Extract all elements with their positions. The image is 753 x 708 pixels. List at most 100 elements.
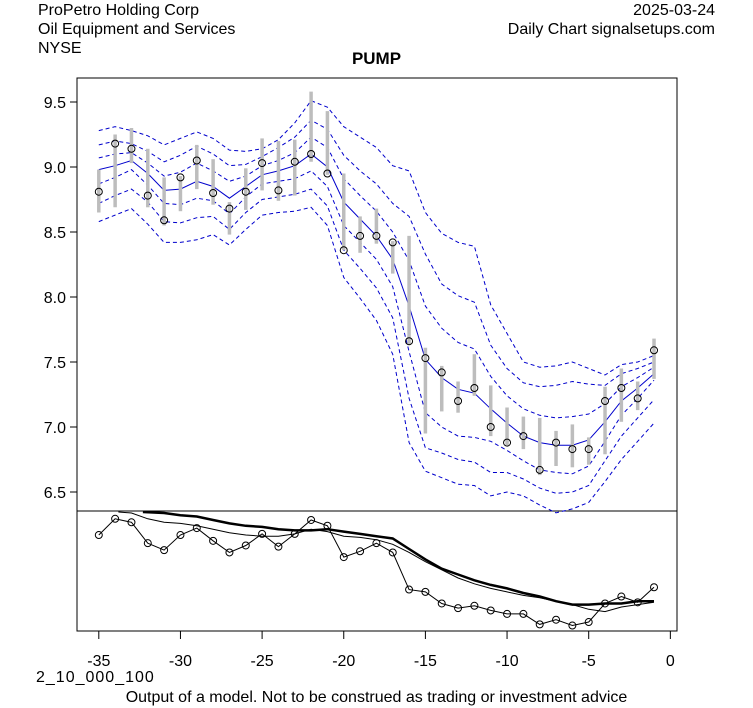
close-point	[356, 231, 365, 240]
exchange-name: NYSE	[38, 40, 82, 57]
close-point	[535, 465, 544, 474]
x-tick-label: -5	[582, 653, 596, 670]
close-point	[568, 445, 577, 454]
y-tick-label: 8.0	[44, 290, 66, 307]
close-point	[405, 337, 414, 346]
lower-close-point	[552, 615, 561, 624]
lower-close-point	[160, 546, 169, 555]
model-code: 2_10_000_100	[36, 669, 155, 686]
sector-name: Oil Equipment and Services	[38, 21, 236, 38]
x-tick-label: -10	[495, 653, 518, 670]
close-point	[290, 157, 299, 166]
close-point	[94, 187, 103, 196]
lower-close-point	[437, 599, 446, 608]
x-tick-label: -25	[251, 653, 274, 670]
close-point	[176, 173, 185, 182]
x-tick-label: -30	[169, 653, 192, 670]
close-point	[127, 144, 136, 153]
header-right: 2025-03-24 Daily Chart signalsetups.com	[508, 1, 715, 39]
y-tick-label: 8.5	[44, 225, 66, 242]
chart-source: Daily Chart signalsetups.com	[507, 21, 715, 38]
close-point	[486, 423, 495, 431]
lower-close-point	[405, 585, 414, 594]
close-point	[437, 368, 446, 377]
band-lower-1-line	[98, 169, 655, 475]
lower-close-point	[111, 514, 120, 523]
close-point	[258, 159, 267, 168]
lower-close-point	[143, 539, 152, 548]
x-tick-label: -20	[332, 653, 355, 670]
band-lower-2-line	[98, 188, 655, 494]
close-point	[601, 397, 610, 405]
lower-close-point	[241, 541, 250, 550]
lower-thin-line	[118, 511, 655, 613]
lower-close-point	[568, 621, 577, 630]
close-point	[388, 238, 397, 247]
close-point	[111, 139, 120, 148]
close-point	[274, 186, 283, 195]
company-name: ProPetro Holding Corp	[38, 2, 199, 19]
close-point	[225, 204, 234, 213]
close-point	[650, 346, 659, 355]
close-point	[633, 394, 642, 403]
lower-close-point	[323, 521, 332, 530]
disclaimer: Output of a model. Not to be construed a…	[125, 689, 628, 706]
close-point	[372, 231, 381, 240]
close-point	[454, 397, 463, 405]
header-left: ProPetro Holding Corp Oil Equipment and …	[38, 1, 235, 58]
close-point	[584, 445, 593, 454]
lower-thick-line	[142, 510, 654, 606]
close-point	[192, 156, 201, 165]
lower-panel	[94, 510, 659, 630]
close-point	[160, 216, 169, 225]
lower-close-point	[486, 606, 495, 615]
lower-close-point	[421, 587, 430, 596]
lower-close-point	[225, 548, 234, 557]
lower-close-point	[356, 547, 365, 556]
lower-close-point	[601, 599, 610, 608]
lower-close-point	[274, 542, 283, 551]
x-tick-label: -35	[87, 653, 110, 670]
band-upper-3-line	[98, 100, 655, 376]
x-tick-label: 0	[666, 653, 675, 670]
plot-frame	[76, 77, 678, 632]
chart-title: PUMP	[351, 49, 402, 68]
lower-close-point	[470, 601, 479, 610]
close-point	[209, 189, 218, 197]
lower-close-point	[127, 518, 136, 527]
y-tick-label: 7.5	[44, 355, 66, 372]
lower-close-point	[535, 620, 544, 629]
lower-close-point	[584, 618, 593, 627]
x-axis: -35 -30 -25 -20 -15 -10 -5 0	[87, 631, 675, 670]
y-tick-label: 9.5	[44, 95, 66, 112]
close-point	[323, 169, 332, 178]
close-points	[94, 139, 659, 474]
close-point	[617, 384, 626, 392]
x-tick-label: -15	[414, 653, 437, 670]
band-upper-2-line	[98, 119, 655, 388]
y-tick-label: 7.0	[44, 420, 66, 437]
band-upper-1-line	[98, 136, 655, 419]
lower-close-point	[617, 592, 626, 601]
lower-close-line	[98, 518, 655, 627]
lower-close-point	[372, 539, 381, 548]
close-point	[241, 187, 250, 196]
band-lower-3-line	[98, 206, 655, 514]
close-point	[421, 354, 430, 363]
lower-close-point	[176, 531, 185, 540]
range-bars	[97, 91, 656, 476]
lower-close-point	[339, 553, 348, 562]
close-point	[552, 438, 561, 447]
lower-close-point	[307, 515, 316, 524]
close-point	[503, 438, 512, 447]
lower-close-point	[388, 548, 397, 557]
lower-close-point	[192, 524, 201, 533]
y-axis: 6.5 7.0 7.5 8.0 8.5 9.0 9.5	[44, 95, 77, 502]
chart-date: 2025-03-24	[633, 2, 715, 19]
lower-close-point	[258, 529, 267, 538]
close-point	[143, 191, 152, 200]
y-tick-label: 6.5	[44, 485, 66, 502]
close-point	[470, 384, 479, 392]
lower-close-point	[209, 536, 218, 545]
